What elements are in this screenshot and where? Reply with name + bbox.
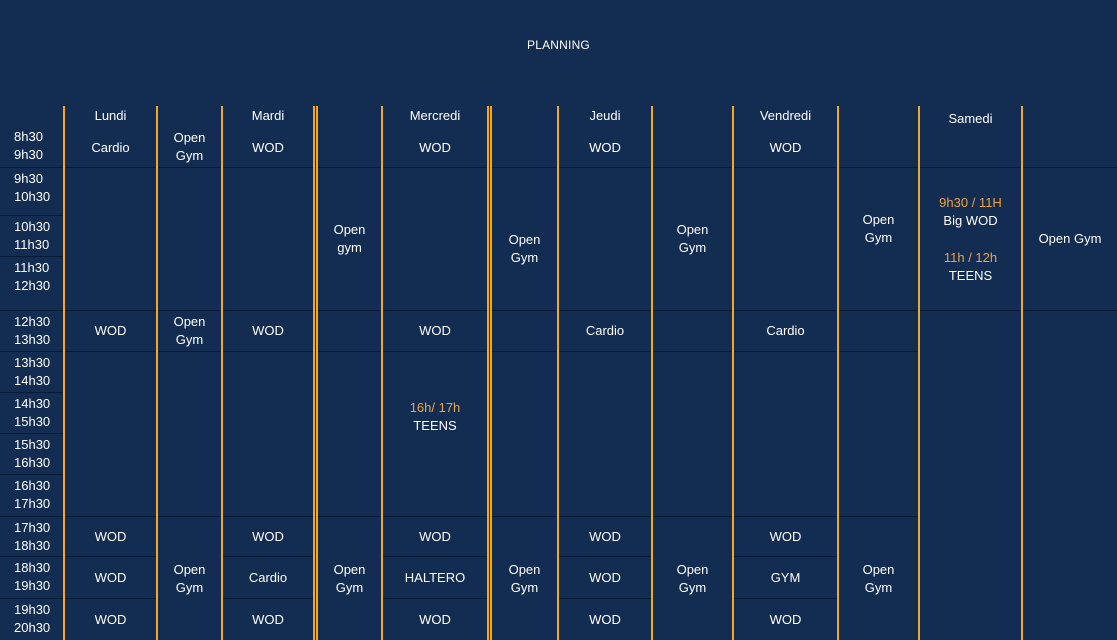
slot-mardi-8h30: WOD — [252, 140, 284, 155]
column-separator — [221, 106, 223, 640]
time-slot: 11h30 12h30 — [14, 260, 51, 293]
time-slot: 18h30 19h30 — [14, 560, 51, 593]
time-slot: 14h30 15h30 — [14, 396, 51, 429]
slot-open-gym-3-evening: Open Gym — [508, 561, 541, 595]
slot-vendredi-19h30: WOD — [769, 611, 802, 627]
slot-mardi-18h30: Cardio — [248, 569, 288, 585]
row-separator — [0, 433, 64, 434]
slot-jeudi-19h30: WOD — [589, 611, 621, 627]
day-header-mardi: Mardi — [251, 108, 285, 123]
slot-open-gym-2-evening: Open Gym — [333, 561, 366, 595]
row-separator — [0, 556, 156, 557]
slot-jeudi-12h30: Cardio — [585, 323, 625, 338]
row-separator — [222, 556, 314, 557]
slot-mardi-17h30: WOD — [252, 528, 284, 544]
slot-mardi-19h30: WOD — [252, 611, 284, 627]
column-separator — [1021, 106, 1023, 640]
row-separator — [64, 167, 920, 168]
time-slot: 12h30 13h30 — [14, 314, 51, 347]
column-separator — [63, 106, 65, 640]
slot-mercredi-teens: 16h/ 17h TEENS — [409, 400, 461, 433]
column-separator — [490, 106, 492, 640]
row-separator — [733, 598, 837, 599]
slot-mercredi-8h30: WOD — [419, 140, 451, 155]
slot-lundi-8h30: Cardio — [91, 140, 130, 155]
row-separator — [0, 392, 64, 393]
slot-open-gym-5-evening: Open Gym — [862, 561, 895, 595]
column-separator — [732, 106, 734, 640]
slot-open-gym-5-morning: Open Gym — [862, 211, 895, 245]
slot-mercredi-18h30: HALTERO — [404, 569, 466, 585]
column-separator — [918, 106, 920, 640]
row-separator — [0, 474, 64, 475]
slot-mercredi-12h30: WOD — [419, 323, 451, 338]
slot-jeudi-18h30: WOD — [589, 569, 621, 585]
time-slot: 19h30 20h30 — [14, 602, 51, 635]
slot-lundi-12h30: WOD — [94, 323, 127, 338]
row-separator — [383, 556, 488, 557]
slot-vendredi-12h30: Cardio — [766, 323, 805, 338]
row-separator — [0, 215, 64, 216]
time-slot: 15h30 16h30 — [14, 437, 51, 470]
slot-mardi-12h30: WOD — [252, 323, 284, 338]
column-separator — [487, 106, 489, 640]
slot-open-gym-4-morning: Open Gym — [676, 221, 709, 255]
column-separator — [837, 106, 839, 640]
row-separator — [733, 556, 837, 557]
column-separator — [557, 106, 559, 640]
day-header-lundi: Lundi — [94, 108, 127, 123]
slot-mercredi-19h30: WOD — [419, 611, 451, 627]
slot-open-gym-1: Open Gym — [173, 130, 206, 163]
slot-open-gym-3-morning: Open Gym — [508, 231, 541, 265]
column-separator — [316, 106, 318, 640]
day-header-mercredi: Mercredi — [409, 108, 461, 123]
slot-lundi-19h30: WOD — [94, 611, 127, 627]
slot-samedi-morning: 9h30 / 11H Big WOD 11h / 12h TEENS — [939, 194, 1002, 283]
page-title: PLANNING — [527, 38, 590, 52]
column-separator — [651, 106, 653, 640]
row-separator — [0, 351, 918, 352]
row-separator — [0, 598, 156, 599]
row-separator — [559, 598, 651, 599]
slot-jeudi-17h30: WOD — [589, 528, 621, 544]
slot-lundi-18h30: WOD — [94, 569, 127, 585]
slot-jeudi-8h30: WOD — [589, 140, 621, 155]
column-separator — [156, 106, 158, 640]
time-slot: 10h30 11h30 — [14, 219, 51, 252]
column-separator — [313, 106, 315, 640]
slot-open-gym-4-evening: Open Gym — [676, 561, 709, 595]
slot-mercredi-17h30: WOD — [419, 528, 451, 544]
slot-samedi-open-gym: Open Gym — [1038, 231, 1102, 246]
time-slot: 17h30 18h30 — [14, 520, 51, 553]
slot-vendredi-17h30: WOD — [769, 528, 802, 544]
time-slot: 13h30 14h30 — [14, 355, 51, 388]
slot-vendredi-8h30: WOD — [769, 140, 802, 155]
row-separator — [222, 598, 314, 599]
time-slot: 16h30 17h30 — [14, 478, 51, 511]
day-header-vendredi: Vendredi — [759, 108, 812, 123]
day-header-jeudi: Jeudi — [589, 108, 621, 123]
column-separator — [381, 106, 383, 640]
slot-open-gym-2-morning: Open gym — [333, 221, 366, 255]
slot-lundi-17h30: WOD — [94, 528, 127, 544]
time-slot: 8h30 9h30 — [14, 129, 43, 162]
row-separator — [383, 598, 488, 599]
slot-open-gym-1-evening: Open Gym — [173, 561, 206, 595]
time-slot: 9h30 10h30 — [14, 171, 51, 204]
row-separator — [0, 256, 64, 257]
day-header-samedi: Samedi — [948, 111, 993, 126]
row-separator — [559, 556, 651, 557]
slot-open-gym-1-noon: Open Gym — [173, 314, 206, 347]
row-separator — [0, 516, 918, 517]
slot-vendredi-18h30: GYM — [770, 569, 801, 585]
